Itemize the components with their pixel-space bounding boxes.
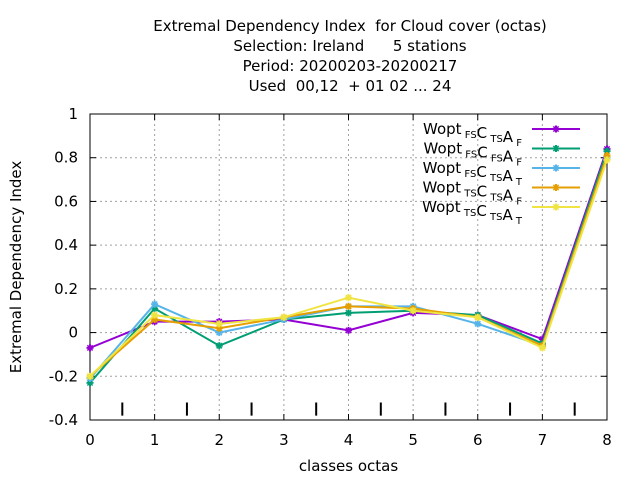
legend-entry: Wopt TSC TSA F <box>422 179 580 208</box>
data-point <box>215 320 223 328</box>
data-point <box>345 302 352 310</box>
series-3 <box>86 154 611 382</box>
data-point <box>86 344 94 352</box>
x-tick-label: 7 <box>538 431 548 449</box>
legend-label: Wopt TSC TSA F <box>422 179 522 208</box>
data-point <box>215 342 223 350</box>
axes: 0 1 2 3 4 5 6 7 8 -0.4 -0.2 0 0.2 0.4 0.6 0.8 1 <box>49 105 612 449</box>
series-line <box>89 148 608 349</box>
chart-title-line-1: Extremal Dependency Index for Cloud cove… <box>153 17 547 35</box>
data-point <box>345 294 352 302</box>
x-tick-label: 3 <box>279 431 289 449</box>
series-5 <box>86 156 611 380</box>
y-tick-label: 0.6 <box>54 192 78 210</box>
x-tick-label: 0 <box>85 431 95 449</box>
legend-entry: Wopt FSC TSA F <box>423 120 580 149</box>
data-point <box>474 320 482 328</box>
legend-entry: Wopt FSC FSA F <box>424 140 580 169</box>
y-tick-label: 0.4 <box>54 236 78 254</box>
data-point <box>603 156 611 164</box>
chart-title-line-2: Selection: Ireland 5 stations <box>233 37 467 55</box>
legend-label: Wopt FSC TSA T <box>423 159 523 188</box>
y-tick-label: 0.2 <box>54 280 78 298</box>
legend-marker <box>552 184 560 191</box>
legend-label: Wopt TSC TSA T <box>422 198 523 227</box>
x-tick-label: 8 <box>602 431 612 449</box>
series-layer <box>86 145 611 387</box>
y-tick-label: -0.4 <box>49 411 78 429</box>
data-point <box>86 372 94 380</box>
legend-marker <box>552 125 560 133</box>
data-point <box>345 309 352 317</box>
y-tick-label: -0.2 <box>49 367 78 385</box>
legend-marker <box>552 164 560 172</box>
data-point <box>345 326 352 334</box>
legend-marker <box>552 203 560 211</box>
y-tick-label: 0 <box>68 324 78 342</box>
legend-label: Wopt FSC FSA F <box>424 140 523 169</box>
data-point <box>151 311 159 319</box>
y-tick-label: 0.8 <box>54 149 78 167</box>
y-axis-label: Extremal Dependency Index <box>7 161 25 374</box>
x-tick-label: 1 <box>150 431 160 449</box>
x-tick-label: 5 <box>408 431 418 449</box>
legend-entry: Wopt FSC TSA T <box>423 159 580 188</box>
legend-entry: Wopt TSC TSA T <box>422 198 580 227</box>
data-point <box>280 313 288 321</box>
x-tick-label: 2 <box>214 431 224 449</box>
data-point <box>409 307 417 315</box>
legend-marker <box>552 145 560 152</box>
chart-title-line-4: Used 00,12 + 01 02 ... 24 <box>248 77 452 95</box>
data-point <box>151 300 159 308</box>
chart-title-line-3: Period: 20200203-20200217 <box>242 57 458 75</box>
data-point <box>538 344 546 352</box>
series-line <box>89 159 608 378</box>
y-tick-label: 1 <box>68 105 78 123</box>
legend-label: Wopt FSC TSA F <box>423 120 522 149</box>
data-point <box>474 313 482 321</box>
x-tick-label: 6 <box>473 431 483 449</box>
x-axis-label: classes octas <box>299 457 399 475</box>
x-tick-label: 4 <box>344 431 354 449</box>
grid <box>90 114 607 420</box>
